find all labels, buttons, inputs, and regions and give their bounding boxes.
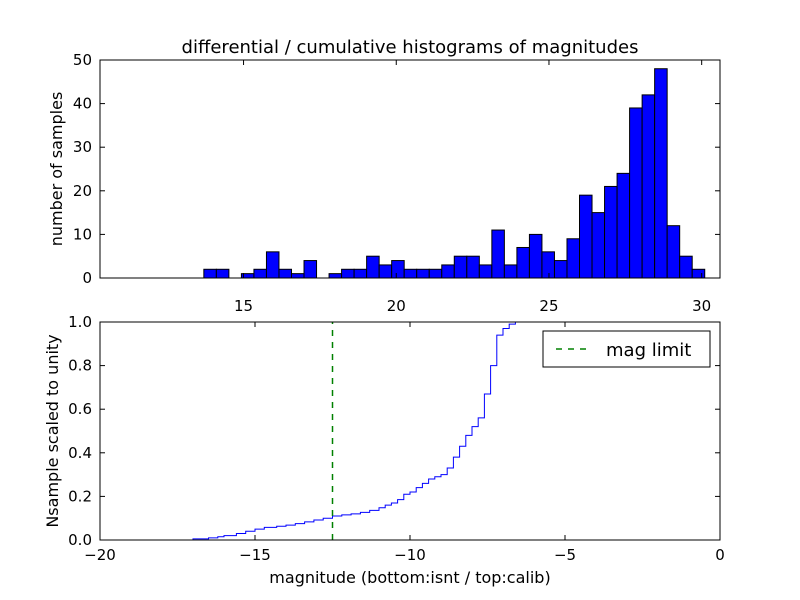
histogram-bar xyxy=(541,251,555,279)
histogram-y-tick-label: 20 xyxy=(73,182,92,200)
histogram-bar xyxy=(616,172,631,279)
histogram-y-tick-label: 0 xyxy=(82,269,92,287)
histogram-bar xyxy=(366,255,380,279)
histogram-y-axis-label: number of samples xyxy=(47,92,66,247)
histogram-bar xyxy=(353,268,368,279)
histogram-bar xyxy=(516,246,530,279)
cumulative-y-tick-label: 0.2 xyxy=(68,487,92,505)
histogram-bar xyxy=(478,264,493,279)
histogram-x-tick-label: 20 xyxy=(387,297,406,315)
histogram-chart: 0 10 20 30 40 50 15 20 25 30 number of samples xyxy=(47,51,721,315)
histogram-bar xyxy=(528,233,543,279)
histogram-ticks: 0 10 20 30 40 50 15 20 25 30 xyxy=(73,51,720,315)
histogram-bar xyxy=(591,212,606,279)
histogram-y-tick-label: 10 xyxy=(73,225,92,243)
cumulative-x-tick-label: −5 xyxy=(554,546,576,564)
histogram-bar xyxy=(253,268,267,279)
cumulative-y-tick-label: 1.0 xyxy=(68,313,92,331)
histogram-bar xyxy=(566,238,581,279)
histogram-bar xyxy=(491,229,505,279)
histogram-y-tick-label: 50 xyxy=(73,51,92,69)
legend-label-mag-limit: mag limit xyxy=(606,340,691,361)
cumulative-x-tick-label: −10 xyxy=(394,546,426,564)
histogram-x-tick-label: 15 xyxy=(234,297,253,315)
histogram-bar xyxy=(654,68,668,279)
histogram-bar xyxy=(278,268,292,279)
cumulative-y-tick-label: 0.6 xyxy=(68,400,92,418)
legend: mag limit xyxy=(542,330,711,368)
cumulative-ticks: 0.0 0.2 0.4 0.6 0.8 1.0 −20 −15 −10 −5 0 xyxy=(68,313,725,564)
histogram-bar xyxy=(629,107,643,279)
cumulative-x-axis-label: magnitude (bottom:isnt / top:calib) xyxy=(269,568,550,587)
histogram-bar xyxy=(553,260,568,279)
histogram-bar xyxy=(303,260,318,279)
histogram-bar xyxy=(428,268,443,279)
histogram-bars xyxy=(203,68,706,279)
histogram-y-tick-label: 40 xyxy=(73,95,92,113)
histogram-bar xyxy=(416,268,430,279)
histogram-x-tick-label: 25 xyxy=(539,297,558,315)
histogram-axes-frame xyxy=(99,59,721,279)
histogram-y-tick-label: 30 xyxy=(73,138,92,156)
cumulative-x-tick-label: 0 xyxy=(715,546,725,564)
histogram-bar xyxy=(503,264,518,279)
histogram-bar xyxy=(265,251,280,279)
cumulative-lines xyxy=(100,321,720,541)
histogram-bar xyxy=(579,194,593,279)
cumulative-y-tick-label: 0.8 xyxy=(68,357,92,375)
histogram-bar xyxy=(215,268,230,279)
histogram-bar xyxy=(403,268,418,279)
histogram-bar xyxy=(466,255,480,279)
cumulative-chart: 0.0 0.2 0.4 0.6 0.8 1.0 −20 −15 −10 −5 0 magnitude… xyxy=(43,313,725,587)
cumulative-x-tick-label: −20 xyxy=(84,546,116,564)
histogram-x-tick-label: 30 xyxy=(692,297,711,315)
histogram-bar xyxy=(604,185,618,279)
cumulative-y-tick-label: 0.4 xyxy=(68,444,92,462)
histogram-bar xyxy=(679,255,693,279)
histogram-bar xyxy=(378,264,393,279)
histogram-bar xyxy=(666,225,681,279)
histogram-bar xyxy=(328,273,343,279)
cumulative-line xyxy=(100,321,720,541)
histogram-bar xyxy=(290,273,305,279)
histogram-bar xyxy=(391,260,405,279)
figure-title: differential / cumulative histograms of … xyxy=(182,37,639,58)
cumulative-y-axis-label: Nsample scaled to unity xyxy=(43,334,62,527)
histogram-bar xyxy=(453,255,468,279)
histogram-bar xyxy=(441,264,455,279)
histogram-bar xyxy=(691,268,706,279)
histogram-bar xyxy=(341,268,355,279)
cumulative-x-tick-label: −15 xyxy=(239,546,271,564)
histogram-bar xyxy=(203,268,217,279)
histogram-bar xyxy=(641,94,656,279)
cumulative-y-tick-label: 0.0 xyxy=(68,531,92,549)
